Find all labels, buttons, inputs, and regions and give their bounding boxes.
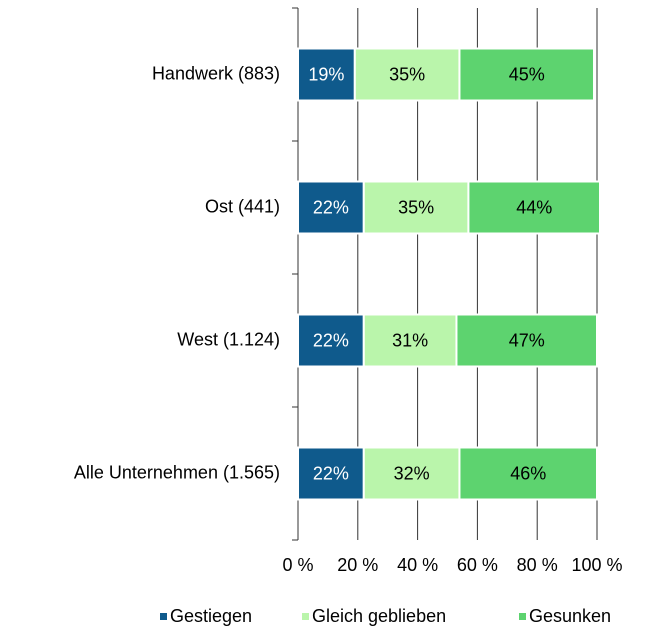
- x-tick-label: 80 %: [517, 555, 558, 575]
- x-tick-label: 100 %: [571, 555, 622, 575]
- y-tick-label: Ost (441): [205, 196, 280, 216]
- value-label: 46%: [510, 463, 546, 483]
- value-label: 35%: [389, 64, 425, 84]
- value-label: 19%: [308, 64, 344, 84]
- bar-segment: [353, 47, 461, 102]
- legend-swatch: [302, 613, 309, 620]
- value-label: 31%: [392, 330, 428, 350]
- value-label: 22%: [313, 463, 349, 483]
- value-label: 22%: [313, 197, 349, 217]
- bar-segment: [362, 180, 470, 235]
- y-tick-label: Alle Unternehmen (1.565): [74, 462, 280, 482]
- value-label: 44%: [516, 197, 552, 217]
- x-tick-label: 60 %: [457, 555, 498, 575]
- bar-segment: [297, 180, 365, 235]
- y-tick-label: Handwerk (883): [152, 63, 280, 83]
- bar-segment: [458, 47, 596, 102]
- legend-label: Gleich geblieben: [312, 606, 446, 626]
- legend-label: Gestiegen: [170, 606, 252, 626]
- bar-segment: [455, 313, 598, 368]
- x-tick-label: 0 %: [282, 555, 313, 575]
- x-tick-label: 20 %: [337, 555, 378, 575]
- value-label: 35%: [398, 197, 434, 217]
- bar-segment: [297, 47, 356, 102]
- bar-segment: [467, 180, 601, 235]
- legend-swatch: [160, 613, 167, 620]
- x-tick-label: 40 %: [397, 555, 438, 575]
- value-label: 32%: [394, 463, 430, 483]
- y-tick-label: West (1.124): [177, 329, 280, 349]
- legend-swatch: [519, 613, 526, 620]
- legend-label: Gesunken: [529, 606, 611, 626]
- bar-segment: [362, 446, 461, 501]
- value-label: 45%: [509, 64, 545, 84]
- value-label: 47%: [509, 330, 545, 350]
- value-label: 22%: [313, 330, 349, 350]
- bar-segment: [458, 446, 598, 501]
- bar-segment: [297, 313, 365, 368]
